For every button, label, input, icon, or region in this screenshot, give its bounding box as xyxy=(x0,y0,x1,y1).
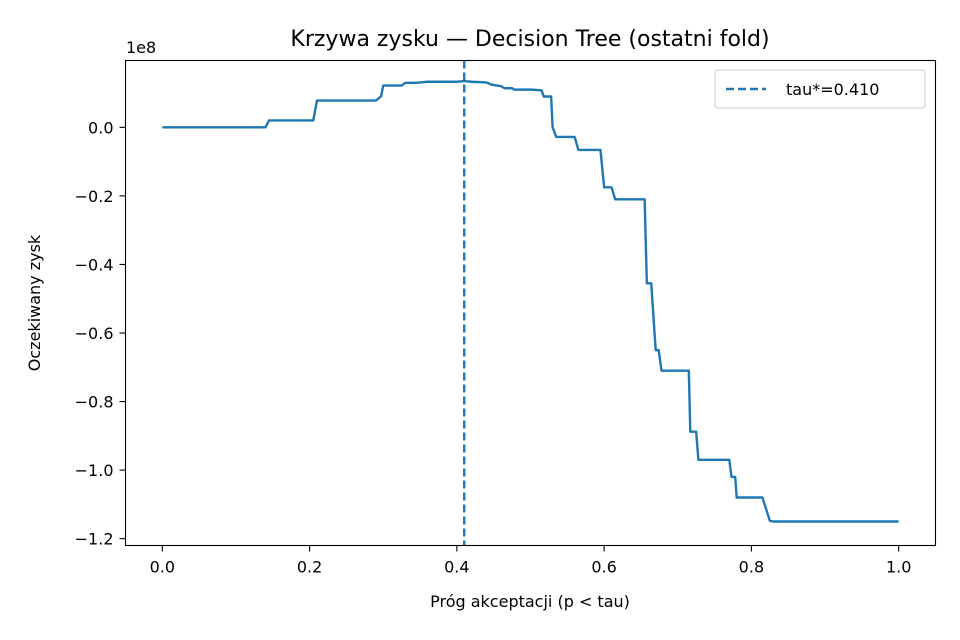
x-tick-label: 0.8 xyxy=(739,558,764,577)
y-tick-label: −0.6 xyxy=(75,324,114,343)
axes-frame xyxy=(124,59,937,547)
x-tick-label: 0.2 xyxy=(297,558,322,577)
legend-box xyxy=(714,69,926,109)
chart-title: Krzywa zysku — Decision Tree (ostatni fo… xyxy=(290,27,769,52)
y-axis-label: Oczekiwany zysk xyxy=(25,234,44,371)
y-tick-label: 0.0 xyxy=(88,118,113,137)
x-axis-label: Próg akceptacji (p < tau) xyxy=(430,592,630,611)
x-tick-label: 0.6 xyxy=(591,558,616,577)
y-tick-label: −0.4 xyxy=(75,255,114,274)
profit-series-line-0 xyxy=(162,79,899,523)
y-tick-label: −1.0 xyxy=(75,461,114,480)
legend-entry-label: tau*=0.410 xyxy=(786,80,879,99)
y-scale-offset-label: 1e8 xyxy=(126,38,156,57)
x-tick-label: 1.0 xyxy=(886,558,911,577)
y-axis-ticks: 0.0 −0.2 −0.4 −0.6 −0.8 −1.0 −1.2 xyxy=(75,118,126,549)
y-tick-label: −1.2 xyxy=(75,530,114,549)
x-axis-ticks: 0.0 0.2 0.4 0.6 0.8 1.0 xyxy=(150,545,911,577)
y-tick-label: −0.2 xyxy=(75,187,114,206)
x-tick-label: 0.0 xyxy=(150,558,175,577)
plot-area xyxy=(162,60,899,546)
x-tick-label: 0.4 xyxy=(444,558,469,577)
legend: tau*=0.410 xyxy=(714,69,926,109)
y-tick-label: −0.8 xyxy=(75,393,114,412)
